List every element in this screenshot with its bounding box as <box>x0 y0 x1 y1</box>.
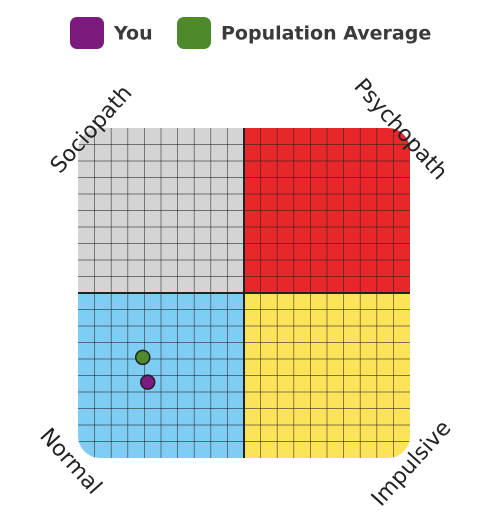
data-point <box>134 349 151 366</box>
legend-label: You <box>113 23 153 45</box>
plot-area <box>78 128 410 458</box>
legend-swatch <box>70 17 104 49</box>
legend-label: Population Average <box>221 23 431 45</box>
legend-swatch <box>177 17 211 49</box>
data-point <box>139 374 156 390</box>
